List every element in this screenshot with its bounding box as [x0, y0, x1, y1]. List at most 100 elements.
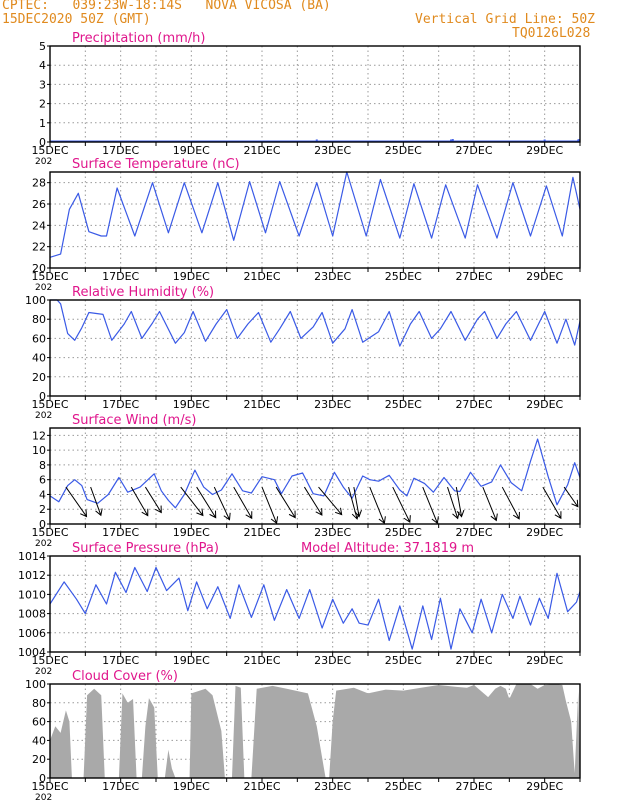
cloud-xtick-label-7: 29DEC [526, 780, 563, 793]
rh-xtick-label-0: 15DEC [31, 398, 68, 411]
pres-ytick-label-0: 1004 [18, 646, 46, 659]
precip-bar-5 [578, 139, 581, 141]
temp-xtick-label-7: 29DEC [526, 270, 563, 283]
cloud-xtick-label-6: 27DEC [455, 780, 492, 793]
wind-vector-18 [455, 486, 465, 518]
wind-vector-21 [542, 486, 562, 520]
wind-ytick-label-1: 2 [39, 503, 46, 516]
cloud-frame [49, 683, 581, 779]
wind-vector-8 [261, 486, 279, 525]
rh-ytick-label-3: 60 [32, 332, 46, 345]
pres-xtick-label-1: 17DEC [102, 654, 139, 667]
precip-xtick-label-4: 23DEC [314, 144, 351, 157]
wind-xtick-label-5: 25DEC [385, 526, 422, 539]
rh-series-line [50, 299, 581, 347]
pres-ytick-label-4: 1012 [18, 569, 46, 582]
wind-ytick-label-6: 12 [32, 429, 46, 442]
wind-vector-0 [65, 486, 88, 518]
temp-ytick-label-1: 22 [32, 241, 46, 254]
pres-xtick-label-0: 15DEC [31, 654, 68, 667]
wind-title: Surface Wind (m/s) [72, 413, 196, 428]
precip-xtick-label-0: 15DEC [31, 144, 68, 157]
wind-vector-11 [318, 486, 343, 516]
rh-xtick-label-6: 27DEC [455, 398, 492, 411]
precip-xtick-label-3: 21DEC [243, 144, 280, 157]
precip-ytick-label-3: 3 [39, 78, 46, 91]
pres-xtick-label-4: 23DEC [314, 654, 351, 667]
wind-year-fragment: 202 [35, 539, 52, 549]
rh-xtick-label-7: 29DEC [526, 398, 563, 411]
pres-year-fragment: 202 [35, 667, 52, 677]
precip-ytick-label-0: 0 [39, 136, 46, 149]
precip-grid [50, 46, 580, 142]
cloud-ytick-label-4: 80 [32, 697, 46, 710]
wind-ytick-label-2: 4 [39, 488, 46, 501]
precip-xtick-label-1: 17DEC [102, 144, 139, 157]
pres-xtick-label-5: 25DEC [385, 654, 422, 667]
rh-xtick-label-5: 25DEC [385, 398, 422, 411]
temp-xtick-label-5: 25DEC [385, 270, 422, 283]
rh-ytick-label-2: 40 [32, 352, 46, 365]
pres-ytick-label-3: 1010 [18, 588, 46, 601]
precip-xtick-label-2: 19DEC [173, 144, 210, 157]
header-line1-right: Vertical Grid Line: 50Z [415, 12, 596, 27]
cloud-ytick-label-5: 100 [25, 678, 46, 691]
wind-vector-3 [144, 486, 162, 514]
precip-xtick-label-5: 25DEC [385, 144, 422, 157]
wind-xtick-label-0: 15DEC [31, 526, 68, 539]
precip-bar-1 [450, 139, 453, 141]
wind-vector-19 [482, 486, 498, 522]
wind-ytick-label-5: 10 [32, 444, 46, 457]
cloud-year-fragment: 202 [35, 793, 52, 800]
precip-ytick-label-1: 1 [39, 117, 46, 130]
temp-ytick-label-3: 26 [32, 198, 46, 211]
header-line2-left: 15DEC2020 50Z (GMT) [2, 12, 151, 27]
header-line2-right: TQ0126L028 [512, 26, 591, 41]
wind-xtick-label-3: 21DEC [243, 526, 280, 539]
temp-xtick-label-2: 19DEC [173, 270, 210, 283]
wind-xtick-label-1: 17DEC [102, 526, 139, 539]
rh-ytick-label-1: 20 [32, 371, 46, 384]
pres-ytick-label-2: 1008 [18, 608, 46, 621]
precip-bar-0 [315, 139, 318, 141]
rh-ytick-label-5: 100 [25, 294, 46, 307]
wind-xtick-label-7: 29DEC [526, 526, 563, 539]
cloud-ytick-label-1: 20 [32, 753, 46, 766]
temp-frame [49, 171, 581, 269]
cloud-xtick-label-0: 15DEC [31, 780, 68, 793]
pres-frame [49, 555, 581, 653]
temp-xtick-label-4: 23DEC [314, 270, 351, 283]
rh-year-fragment: 202 [35, 411, 52, 421]
cloud-xtick-label-5: 25DEC [385, 780, 422, 793]
wind-vector-16 [422, 486, 439, 525]
pres-ytick-label-1: 1006 [18, 627, 46, 640]
rh-xtick-label-2: 19DEC [173, 398, 210, 411]
temp-ytick-label-0: 20 [32, 262, 46, 275]
rh-frame [49, 299, 581, 397]
wind-frame [49, 427, 581, 525]
wind-vector-15 [392, 486, 411, 524]
temp-series-line [49, 171, 581, 258]
temp-xtick-label-6: 27DEC [455, 270, 492, 283]
cloud-title: Cloud Cover (%) [72, 669, 178, 684]
pres-xtick-label-7: 29DEC [526, 654, 563, 667]
wind-grid [50, 428, 580, 524]
cloud-xtick-label-1: 17DEC [102, 780, 139, 793]
cloud-ytick-label-2: 40 [32, 734, 46, 747]
wind-vector-22 [563, 486, 579, 508]
precip-xtick-label-7: 29DEC [526, 144, 563, 157]
rh-ytick-label-0: 0 [39, 390, 46, 403]
wind-vector-9 [275, 486, 296, 519]
temp-ytick-label-2: 24 [32, 219, 46, 232]
precip-ytick-label-2: 2 [39, 98, 46, 111]
temp-title: Surface Temperature (nC) [72, 157, 240, 172]
wind-vector-4 [180, 486, 204, 517]
precip-ytick-label-5: 5 [39, 40, 46, 53]
cloud-ytick-label-0: 0 [39, 772, 46, 785]
precip-ytick-label-4: 4 [39, 59, 46, 72]
wind-xtick-label-6: 27DEC [455, 526, 492, 539]
wind-vector-20 [501, 486, 520, 520]
cloud-xtick-label-2: 19DEC [173, 780, 210, 793]
wind-vector-5 [196, 486, 217, 519]
rh-xtick-label-3: 21DEC [243, 398, 280, 411]
